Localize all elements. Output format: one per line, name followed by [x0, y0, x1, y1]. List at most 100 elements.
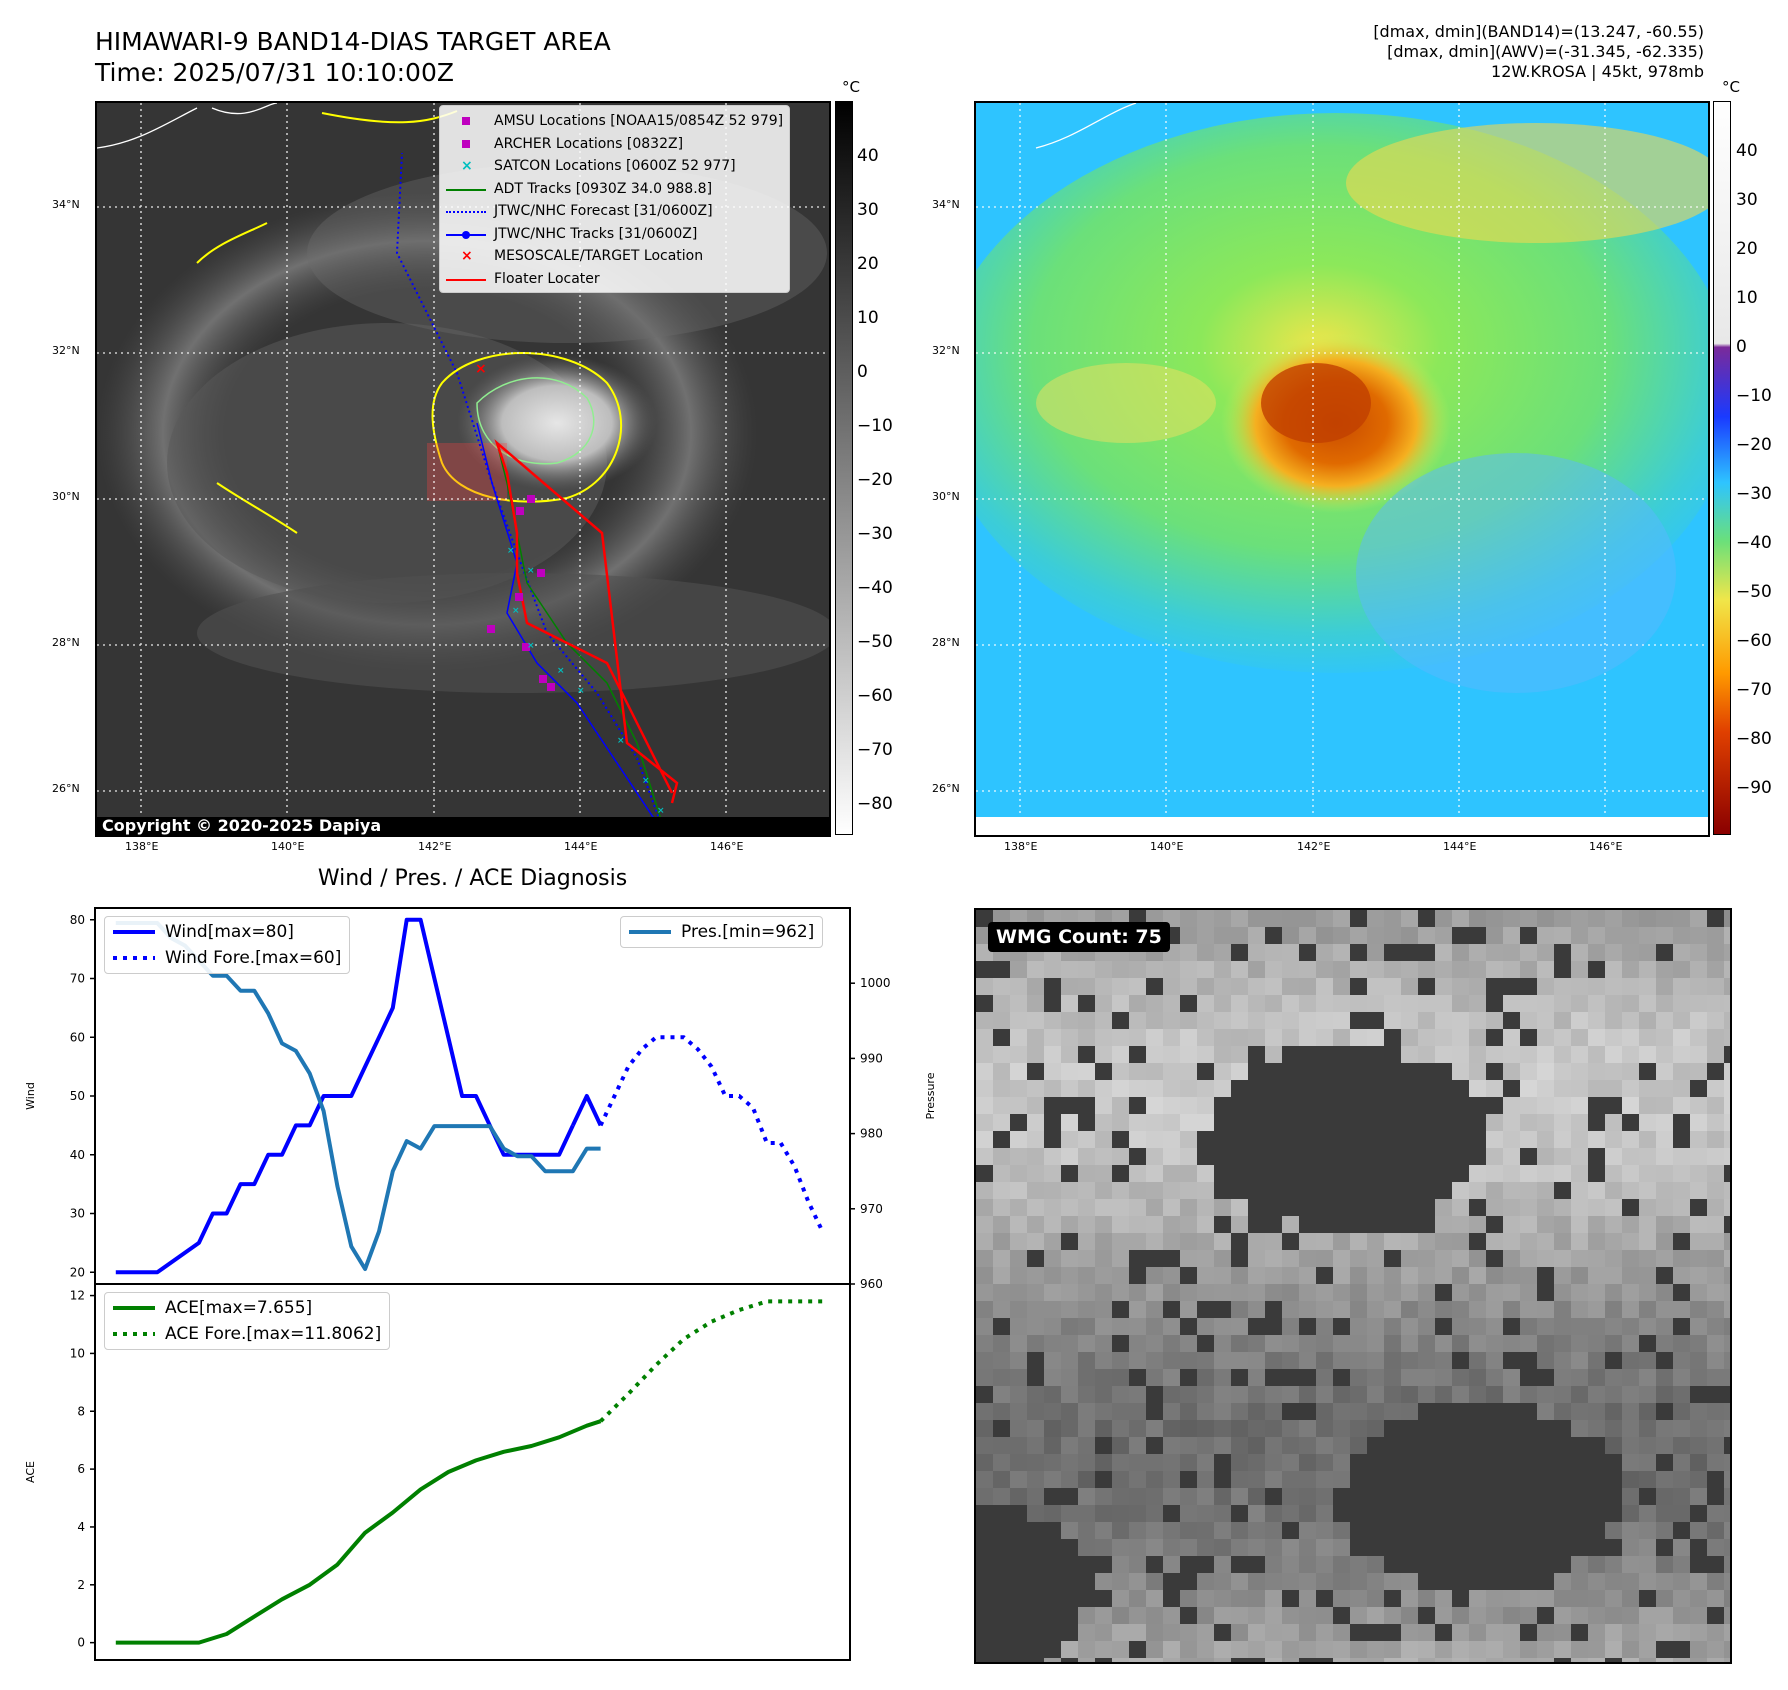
wmg-cell	[1010, 1182, 1027, 1199]
wmg-cell	[1452, 1522, 1469, 1539]
wmg-cell	[1282, 927, 1299, 944]
wmg-cell	[1486, 910, 1503, 927]
wmg-cell	[1418, 1250, 1435, 1267]
wmg-cell	[976, 1335, 993, 1352]
wmg-cell	[1095, 1046, 1112, 1063]
wmg-cell	[1452, 1267, 1469, 1284]
wmg-cell	[1588, 1131, 1605, 1148]
wmg-cell	[1588, 1335, 1605, 1352]
wmg-cell	[1639, 1250, 1656, 1267]
wmg-cell	[1367, 910, 1384, 927]
wmg-cell	[1061, 1573, 1078, 1590]
wmg-cell	[1010, 1148, 1027, 1165]
adt-line-icon	[446, 182, 486, 196]
wmg-cell	[993, 1301, 1010, 1318]
wmg-cell	[1010, 1386, 1027, 1403]
wmg-cell	[1707, 1369, 1724, 1386]
wmg-cell	[1061, 1437, 1078, 1454]
info-line-1: [dmax, dmin](BAND14)=(13.247, -60.55)	[1373, 22, 1704, 41]
wmg-cell	[1010, 1624, 1027, 1641]
wmg-cell	[1265, 1318, 1282, 1335]
wmg-cell	[1146, 978, 1163, 995]
wmg-cell	[1503, 1335, 1520, 1352]
wmg-cell	[1197, 1165, 1214, 1182]
wmg-cell	[1333, 1165, 1350, 1182]
wmg-cell	[1316, 1131, 1333, 1148]
wmg-cell	[976, 1369, 993, 1386]
wmg-cell	[993, 1641, 1010, 1658]
wmg-cell	[1690, 1369, 1707, 1386]
wmg-cell	[1401, 1029, 1418, 1046]
wmg-cell	[1095, 1471, 1112, 1488]
wmg-cell	[976, 1182, 993, 1199]
wmg-cell	[1027, 1573, 1044, 1590]
wmg-cell	[1486, 1590, 1503, 1607]
pressure-tick-label: 970	[860, 1202, 883, 1216]
wmg-cell	[1520, 1063, 1537, 1080]
legend-row-adt: ADT Tracks [0930Z 34.0 988.8]	[446, 178, 783, 201]
wmg-cell	[1724, 1199, 1730, 1216]
wmg-cell	[1333, 1216, 1350, 1233]
wmg-cell	[1707, 1182, 1724, 1199]
wmg-cell	[1486, 1641, 1503, 1658]
wmg-cell	[1707, 1250, 1724, 1267]
wmg-cell	[1673, 1301, 1690, 1318]
wmg-cell	[1061, 1148, 1078, 1165]
wmg-cell	[1231, 1624, 1248, 1641]
wmg-cell	[993, 1335, 1010, 1352]
wmg-cell	[1214, 1216, 1231, 1233]
wmg-cell	[1639, 1182, 1656, 1199]
wmg-cell	[1129, 1641, 1146, 1658]
wmg-cell	[1673, 1182, 1690, 1199]
wmg-cell	[1435, 995, 1452, 1012]
wmg-cell	[1690, 1318, 1707, 1335]
wmg-cell	[1248, 1420, 1265, 1437]
wmg-cell	[1044, 1386, 1061, 1403]
wmg-cell	[1537, 1318, 1554, 1335]
wind-fore-dotted-icon	[113, 956, 155, 960]
wmg-cell	[1367, 1488, 1384, 1505]
wmg-cell	[1299, 1046, 1316, 1063]
wmg-cell	[1656, 1488, 1673, 1505]
wmg-cell	[1639, 1369, 1656, 1386]
wmg-cell	[1724, 910, 1730, 927]
legend-label: Pres.[min=962]	[681, 922, 815, 942]
wmg-cell	[1282, 1165, 1299, 1182]
wmg-cell	[1112, 1233, 1129, 1250]
wmg-cell	[1469, 1556, 1486, 1573]
wmg-cell	[1503, 944, 1520, 961]
wmg-cell	[1639, 1505, 1656, 1522]
wmg-cell	[1622, 1437, 1639, 1454]
wmg-cell	[1571, 1556, 1588, 1573]
wmg-cell	[1367, 1556, 1384, 1573]
wmg-cell	[1401, 1471, 1418, 1488]
wmg-cell	[1197, 1233, 1214, 1250]
wmg-cell	[1554, 1437, 1571, 1454]
wmg-cell	[993, 1505, 1010, 1522]
wmg-cell	[1588, 1114, 1605, 1131]
wmg-cell	[1690, 944, 1707, 961]
wmg-cell	[1367, 1318, 1384, 1335]
wmg-cell	[1316, 1080, 1333, 1097]
wmg-cell	[1350, 1437, 1367, 1454]
wmg-cell	[1537, 1301, 1554, 1318]
ace-fore-dotted-icon	[113, 1332, 155, 1336]
wmg-cell	[1180, 1590, 1197, 1607]
wmg-cell	[1554, 1522, 1571, 1539]
wmg-cell	[1503, 1369, 1520, 1386]
wmg-cell	[1197, 1250, 1214, 1267]
wmg-cell	[1571, 1539, 1588, 1556]
ir-cb-tick: −30	[857, 524, 893, 544]
wmg-cell	[1129, 1165, 1146, 1182]
wmg-cell	[1214, 1505, 1231, 1522]
wmg-cell	[1554, 1420, 1571, 1437]
wmg-cell	[1095, 995, 1112, 1012]
wmg-cell	[1707, 1284, 1724, 1301]
ir-cb-tick: 10	[857, 308, 879, 328]
wmg-cell	[1435, 927, 1452, 944]
wmg-cell	[1707, 1471, 1724, 1488]
wmg-cell	[1707, 1658, 1724, 1662]
wmg-cell	[1282, 1301, 1299, 1318]
ir-legend: AMSU Locations [NOAA15/0854Z 52 979] ARC…	[439, 105, 791, 293]
wmg-cell	[1605, 1335, 1622, 1352]
